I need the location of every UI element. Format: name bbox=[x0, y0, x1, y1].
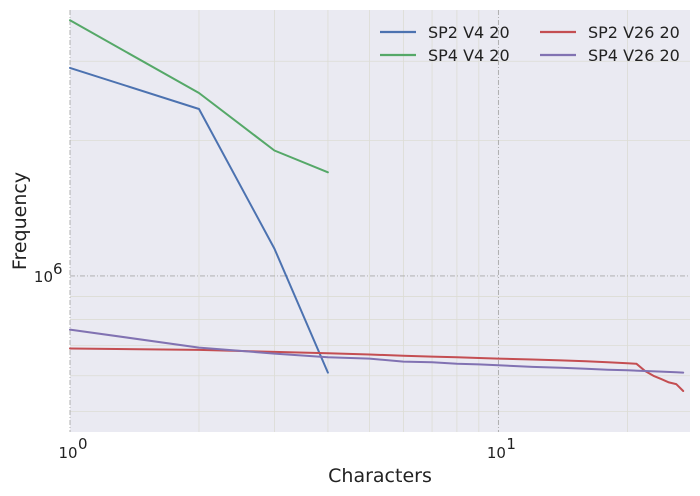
x-axis-label: Characters bbox=[328, 465, 432, 487]
legend-label: SP4 V4 20 bbox=[428, 46, 510, 65]
y-tick-base: 10 bbox=[34, 268, 53, 286]
legend-entry-1: SP2 V4 20 bbox=[380, 23, 510, 42]
minor-grid bbox=[70, 10, 690, 432]
x-tick-exponent: 0 bbox=[78, 435, 88, 453]
x-tick-base: 10 bbox=[487, 444, 506, 462]
y-tick-exponent: 6 bbox=[53, 260, 63, 278]
legend-label: SP2 V4 20 bbox=[428, 23, 510, 42]
legend-entry-4: SP4 V26 20 bbox=[540, 46, 680, 65]
series-line-3 bbox=[69, 347, 685, 392]
y-axis-label: Frequency bbox=[9, 172, 31, 270]
legend-entry-3: SP2 V26 20 bbox=[540, 23, 680, 42]
series-line-4 bbox=[69, 328, 685, 374]
series-line-1 bbox=[69, 66, 329, 374]
series-layer bbox=[69, 19, 685, 392]
series-line-2 bbox=[69, 19, 329, 174]
x-tick-label: 10 1 bbox=[487, 435, 516, 462]
legend: SP2 V4 20 SP4 V4 20 SP2 V26 20 SP4 V26 20 bbox=[380, 23, 680, 65]
legend-label: SP2 V26 20 bbox=[588, 23, 680, 42]
legend-entry-2: SP4 V4 20 bbox=[380, 46, 510, 65]
x-tick-exponent: 1 bbox=[506, 435, 516, 453]
x-tick-label: 10 0 bbox=[58, 435, 87, 462]
major-grid bbox=[69, 10, 690, 432]
y-tick-label: 10 6 bbox=[34, 260, 63, 286]
tick-labels: 10 0 10 110 6 bbox=[34, 260, 516, 462]
legend-label: SP4 V26 20 bbox=[588, 46, 680, 65]
x-tick-base: 10 bbox=[58, 444, 77, 462]
